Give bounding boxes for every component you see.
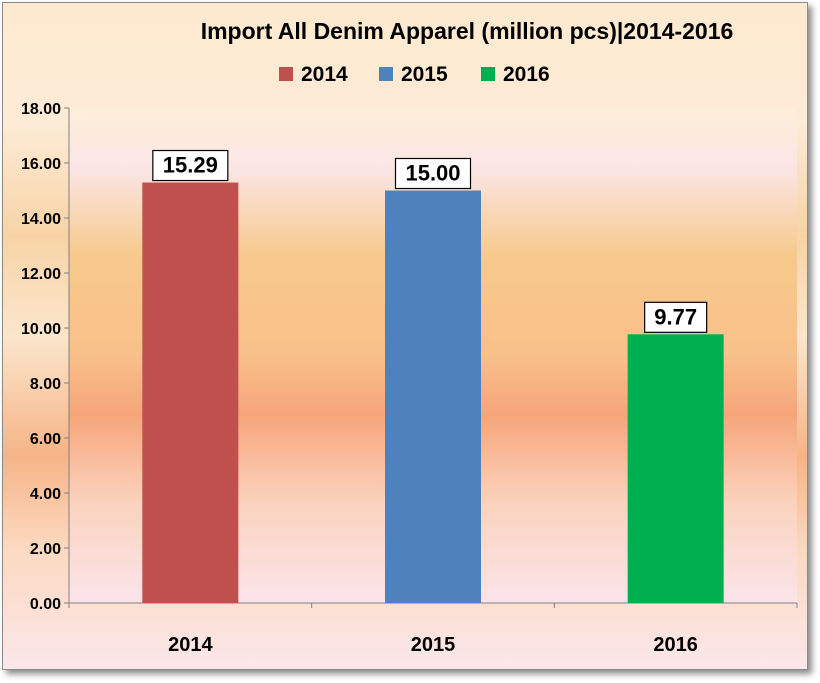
- y-tick-label: 6.00: [30, 431, 61, 448]
- bar-2016: [627, 334, 724, 603]
- x-tick-label: 2016: [653, 634, 698, 656]
- legend-label: 2014: [301, 63, 348, 86]
- legend-label: 2016: [503, 63, 550, 86]
- legend: 2014 2015 2016: [279, 63, 550, 86]
- x-tick-label: 2015: [411, 634, 456, 656]
- bar-2014: [142, 182, 239, 603]
- y-tick-label: 10.00: [21, 321, 61, 338]
- y-tick-label: 18.00: [21, 101, 61, 118]
- data-label: 15.00: [405, 161, 460, 186]
- bar-chart: Import All Denim Apparel (million pcs)|2…: [21, 18, 798, 656]
- x-tick-label: 2014: [168, 634, 213, 656]
- legend-swatch-2014: [279, 67, 293, 81]
- y-tick-label: 16.00: [21, 156, 61, 173]
- y-tick-label: 4.00: [30, 486, 61, 503]
- legend-swatch-2016: [481, 67, 495, 81]
- data-label: 15.29: [163, 153, 218, 178]
- y-tick-label: 14.00: [21, 211, 61, 228]
- chart-frame: Import All Denim Apparel (million pcs)|2…: [2, 2, 808, 670]
- chart-title: Import All Denim Apparel (million pcs)|2…: [201, 18, 734, 44]
- y-tick-label: 0.00: [30, 596, 61, 613]
- data-label-box: [394, 157, 472, 190]
- y-tick-label: 8.00: [30, 376, 61, 393]
- data-label-box: [152, 149, 229, 182]
- data-label: 9.77: [654, 304, 697, 329]
- legend-swatch-2015: [379, 67, 393, 81]
- data-label-box: [644, 301, 708, 333]
- legend-label: 2015: [401, 63, 448, 86]
- bars: 15.29 2014 15.00 2015 9.77 2016: [142, 149, 724, 656]
- bar-2015: [385, 190, 481, 603]
- y-tick-label: 2.00: [30, 541, 61, 558]
- y-tick-label: 12.00: [21, 266, 61, 283]
